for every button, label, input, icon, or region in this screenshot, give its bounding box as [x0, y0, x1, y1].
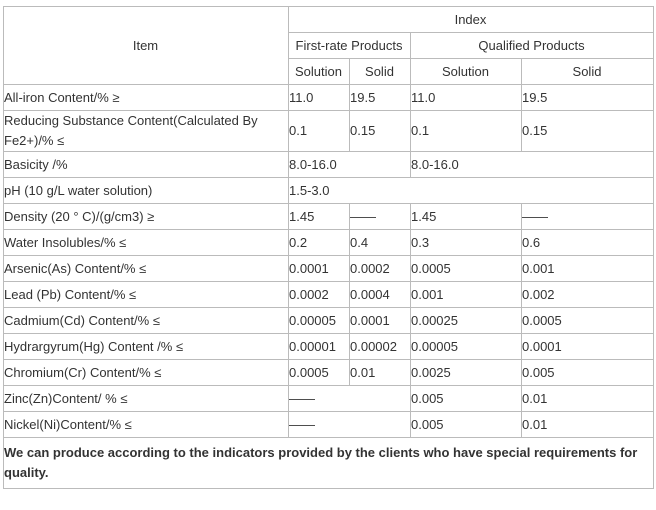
value-cell: 0.4 — [349, 229, 411, 256]
item-cell: Water Insolubles/% ≤ — [3, 229, 289, 256]
data-row: Nickel(Ni)Content/% ≤ —— 0.005 0.01 — [3, 411, 654, 438]
value-cell: 0.0001 — [521, 333, 654, 360]
value-cell: 0.005 — [521, 359, 654, 386]
value-cell: 0.1 — [288, 110, 350, 152]
item-cell: Arsenic(As) Content/% ≤ — [3, 255, 289, 282]
spec-table: Item Index First-rate Products Qualified… — [3, 6, 654, 489]
data-row: Water Insolubles/% ≤0.2 0.4 0.3 0.6 — [3, 229, 654, 256]
item-cell: Hydrargyrum(Hg) Content /% ≤ — [3, 333, 289, 360]
footer-row: We can produce according to the indicato… — [3, 437, 654, 489]
value-cell: 0.3 — [410, 229, 522, 256]
footer-note: We can produce according to the indicato… — [3, 437, 654, 489]
data-row: Cadmium(Cd) Content/% ≤0.00005 0.0001 0.00… — [3, 307, 654, 334]
data-row: Lead (Pb) Content/% ≤0.0002 0.0004 0.001 0.… — [3, 281, 654, 308]
header-group: First-rate Products — [288, 32, 411, 59]
value-cell: 8.0-16.0 — [410, 151, 654, 178]
header-index: Index — [288, 6, 654, 33]
value-cell: 0.0025 — [410, 359, 522, 386]
item-cell: Reducing Substance Content(Calculated By… — [3, 110, 289, 152]
header-sub: Solid — [521, 58, 654, 85]
item-cell: pH (10 g/L water solution) — [3, 177, 289, 204]
value-cell: 19.5 — [349, 84, 411, 111]
value-cell: 0.2 — [288, 229, 350, 256]
item-cell: Nickel(Ni)Content/% ≤ — [3, 411, 289, 438]
header-sub: Solution — [288, 58, 350, 85]
value-cell: 0.0005 — [521, 307, 654, 334]
value-cell: 1.45 — [410, 203, 522, 230]
value-cell: 11.0 — [288, 84, 350, 111]
data-row: Reducing Substance Content(Calculated By… — [3, 110, 654, 152]
value-cell: 0.0004 — [349, 281, 411, 308]
data-row: All-iron Content/% ≥11.0 19.5 11.0 19.5 — [3, 84, 654, 111]
data-row: Chromium(Cr) Content/% ≤0.0005 0.01 0.0025… — [3, 359, 654, 386]
value-cell: 1.5-3.0 — [288, 177, 654, 204]
item-cell: Basicity /% — [3, 151, 289, 178]
data-row: Hydrargyrum(Hg) Content /% ≤0.00001 0.000… — [3, 333, 654, 360]
value-cell: 19.5 — [521, 84, 654, 111]
value-cell: 0.15 — [521, 110, 654, 152]
value-cell: 0.1 — [410, 110, 522, 152]
header-row: Solution Solid Solution Solid — [4, 58, 654, 85]
value-cell: —— — [349, 203, 411, 230]
value-cell: 11.0 — [410, 84, 522, 111]
value-cell: 0.00002 — [349, 333, 411, 360]
header-sub: Solution — [410, 58, 522, 85]
data-row: Basicity /% 8.0-16.0 8.0-16.0 — [3, 151, 654, 178]
header-item: Item — [3, 6, 289, 85]
item-cell: All-iron Content/% ≥ — [3, 84, 289, 111]
header-row: First-rate Products Qualified Products — [4, 32, 654, 59]
value-cell: 0.0005 — [410, 255, 522, 282]
item-cell: Cadmium(Cd) Content/% ≤ — [3, 307, 289, 334]
value-cell: 0.01 — [521, 411, 654, 438]
item-cell: Density (20 ° C)/(g/cm3) ≥ — [3, 203, 289, 230]
value-cell: 0.00005 — [410, 333, 522, 360]
value-cell: 0.001 — [521, 255, 654, 282]
data-row: Density (20 ° C)/(g/cm3) ≥1.45 —— 1.45 —— — [3, 203, 654, 230]
table-body: Item Index First-rate Products Qualified… — [3, 6, 654, 489]
header-row: Item Index — [3, 6, 654, 85]
value-cell: 0.6 — [521, 229, 654, 256]
header-sub: Solid — [349, 58, 411, 85]
value-cell: 0.00001 — [288, 333, 350, 360]
value-cell: —— — [521, 203, 654, 230]
value-cell: 0.00005 — [288, 307, 350, 334]
value-cell: 0.005 — [410, 385, 522, 412]
value-cell: —— — [288, 411, 411, 438]
value-cell: —— — [288, 385, 411, 412]
item-cell: Zinc(Zn)Content/ % ≤ — [3, 385, 289, 412]
value-cell: 0.005 — [410, 411, 522, 438]
value-cell: 0.002 — [521, 281, 654, 308]
item-cell: Chromium(Cr) Content/% ≤ — [3, 359, 289, 386]
value-cell: 0.0002 — [349, 255, 411, 282]
value-cell: 8.0-16.0 — [288, 151, 411, 178]
data-row: Zinc(Zn)Content/ % ≤ —— 0.005 0.01 — [3, 385, 654, 412]
value-cell: 0.0005 — [288, 359, 350, 386]
value-cell: 0.01 — [521, 385, 654, 412]
value-cell: 0.0002 — [288, 281, 350, 308]
value-cell: 0.0001 — [288, 255, 350, 282]
item-cell: Lead (Pb) Content/% ≤ — [3, 281, 289, 308]
value-cell: 0.00025 — [410, 307, 522, 334]
data-row: Arsenic(As) Content/% ≤0.0001 0.0002 0.000… — [3, 255, 654, 282]
header-group: Qualified Products — [410, 32, 654, 59]
value-cell: 0.01 — [349, 359, 411, 386]
value-cell: 0.15 — [349, 110, 411, 152]
value-cell: 1.45 — [288, 203, 350, 230]
value-cell: 0.001 — [410, 281, 522, 308]
data-row: pH (10 g/L water solution) 1.5-3.0 — [3, 177, 654, 204]
value-cell: 0.0001 — [349, 307, 411, 334]
